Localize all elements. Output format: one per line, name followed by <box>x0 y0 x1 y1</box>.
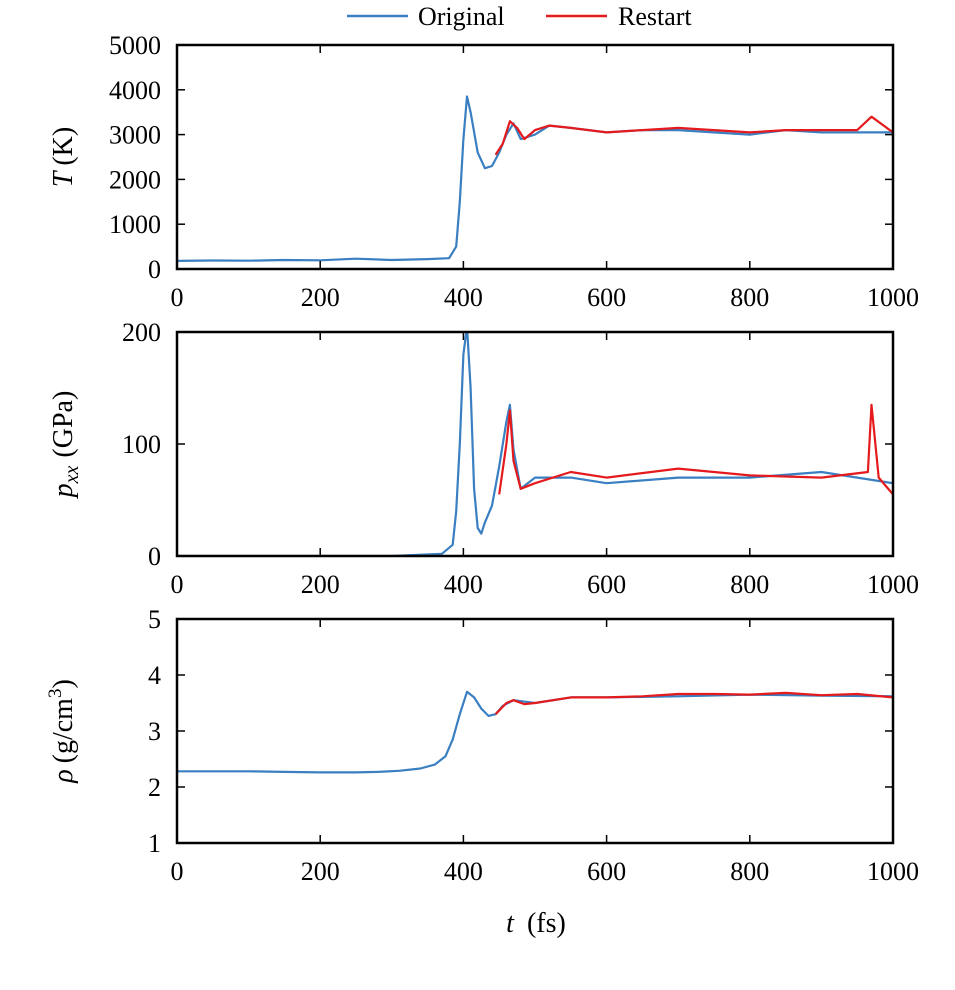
x-axis-unit: (fs) <box>527 908 566 939</box>
plot-frame <box>175 43 895 271</box>
y-tick-label: 2000 <box>109 165 161 194</box>
y-tick-label: 2 <box>148 773 161 802</box>
series-restart <box>494 115 893 156</box>
legend-original-label: Original <box>418 2 505 31</box>
x-tick-label: 400 <box>444 570 483 599</box>
y-axis-label: pxx (GPa) <box>48 391 83 500</box>
plot-frame <box>175 330 895 558</box>
y-tick-label: 0 <box>148 255 161 284</box>
x-tick-label: 600 <box>587 570 626 599</box>
series-original <box>177 332 893 556</box>
y-tick-label: 200 <box>122 318 161 347</box>
y-axis-unit-sup: 3 <box>45 689 66 699</box>
series-restart <box>498 403 893 496</box>
y-axis-unit-tail: ) <box>48 679 79 688</box>
y-axis-label: T (K) <box>48 127 79 187</box>
x-tick-label: 1000 <box>867 857 919 886</box>
y-axis-var: T <box>48 169 79 187</box>
y-tick-label: 3 <box>148 717 161 746</box>
x-tick-label: 600 <box>587 283 626 312</box>
y-tick-label: 5 <box>148 605 161 634</box>
y-tick-label: 4 <box>148 661 161 690</box>
y-tick-label: 0 <box>148 542 161 571</box>
x-tick-label: 400 <box>444 857 483 886</box>
y-tick-label: 1 <box>148 829 161 858</box>
y-tick-label: 1000 <box>109 210 161 239</box>
x-tick-label: 600 <box>587 857 626 886</box>
y-tick-label: 5000 <box>109 31 161 60</box>
legend-restart-label: Restart <box>618 2 692 31</box>
y-axis-var: ρ <box>48 769 79 783</box>
y-axis-unit: (g/cm <box>48 698 79 764</box>
x-tick-label: 800 <box>730 570 769 599</box>
y-tick-label: 3000 <box>109 121 161 150</box>
series-restart <box>494 691 893 715</box>
x-tick-label: 0 <box>171 857 184 886</box>
x-tick-label: 0 <box>171 283 184 312</box>
y-axis-unit: (K) <box>48 127 79 166</box>
panel-2: 0 200 400 600 800 1000 0 100 200 pxx (GPa) <box>48 318 919 599</box>
x-tick-label: 200 <box>301 570 340 599</box>
y-axis-sub: xx <box>61 465 83 484</box>
x-axis-label: t (fs) <box>506 908 566 939</box>
y-axis-unit: (GPa) <box>48 391 79 458</box>
x-tick-label: 1000 <box>867 570 919 599</box>
x-tick-label: 800 <box>730 857 769 886</box>
y-axis-var: p <box>48 483 79 499</box>
x-tick-label: 200 <box>301 857 340 886</box>
y-tick-label: 100 <box>122 430 161 459</box>
panel-1: 0 200 400 600 800 1000 0 1000 2000 3000 4000 5000 T (… <box>48 31 919 312</box>
x-tick-label: 200 <box>301 283 340 312</box>
series-original <box>177 95 893 262</box>
plot-frame <box>175 617 895 845</box>
y-tick-label: 4000 <box>109 76 161 105</box>
x-tick-label: 1000 <box>867 283 919 312</box>
x-tick-label: 400 <box>444 283 483 312</box>
x-tick-label: 0 <box>171 570 184 599</box>
x-axis-var: t <box>506 908 515 939</box>
x-tick-label: 800 <box>730 283 769 312</box>
legend: Original Restart <box>347 2 692 31</box>
panels: 0 200 400 600 800 1000010002000300040005000T(… <box>45 31 919 886</box>
y-axis-label: ρ (g/cm3) <box>45 679 79 784</box>
